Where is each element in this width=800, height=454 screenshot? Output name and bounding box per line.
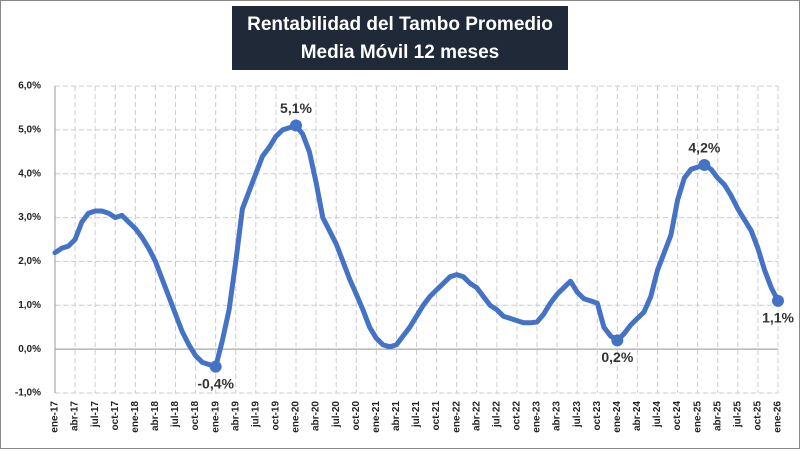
x-tick-label: abr-23	[552, 401, 563, 431]
x-tick-label: ene-24	[612, 401, 623, 433]
value-label: 0,2%	[601, 349, 633, 365]
value-label: 1,1%	[762, 310, 794, 326]
x-tick-label: jul-21	[411, 401, 422, 429]
x-tick-label: oct-24	[672, 401, 683, 431]
x-tick-label: jul-18	[170, 401, 181, 429]
x-tick-label: oct-21	[431, 401, 442, 431]
x-tick-label: oct-23	[592, 401, 603, 431]
y-tick-label: 3,0%	[18, 212, 41, 223]
x-tick-label: jul-19	[250, 401, 261, 429]
x-tick-label: jul-22	[491, 401, 502, 429]
point-marker	[698, 158, 711, 171]
x-tick-label: oct-25	[753, 401, 764, 431]
value-label: 5,1%	[280, 100, 312, 116]
y-tick-label: 6,0%	[18, 81, 41, 92]
point-marker	[611, 334, 624, 347]
x-tick-label: abr-24	[632, 401, 643, 431]
x-tick-label: ene-22	[451, 401, 462, 433]
chart-title: Rentabilidad del Tambo Promedio	[247, 14, 553, 35]
series-line	[52, 123, 781, 370]
x-tick-label: ene-25	[692, 401, 703, 433]
x-tick-label: jul-20	[331, 401, 342, 429]
y-tick-label: -1,0%	[15, 388, 41, 399]
title-box	[232, 6, 568, 70]
y-tick-label: 4,0%	[18, 168, 41, 179]
x-tick-label: abr-20	[311, 401, 322, 431]
x-tick-label: abr-17	[70, 401, 81, 431]
x-tick-label: ene-18	[130, 401, 141, 433]
x-tick-label: abr-25	[712, 401, 723, 431]
x-tick-label: oct-19	[271, 401, 282, 431]
x-tick-label: jul-23	[572, 401, 583, 429]
x-tick-label: jul-24	[652, 401, 663, 429]
chart-subtitle: Media Móvil 12 meses	[301, 42, 500, 63]
y-tick-label: 2,0%	[18, 256, 41, 267]
x-tick-label: ene-20	[291, 401, 302, 433]
x-tick-label: ene-21	[371, 401, 382, 433]
point-marker	[209, 360, 222, 373]
value-label: -0,4%	[197, 375, 234, 391]
x-tick-label: oct-20	[351, 401, 362, 431]
point-marker	[772, 294, 784, 307]
point-marker	[290, 119, 302, 132]
y-tick-label: 0,0%	[18, 344, 41, 355]
x-tick-label: jul-17	[90, 401, 101, 429]
x-tick-label: abr-18	[150, 401, 161, 431]
x-tick-label: jul-25	[732, 401, 743, 429]
x-tick-label: ene-26	[773, 401, 784, 433]
x-tick-label: ene-17	[50, 401, 61, 433]
x-tick-label: oct-17	[110, 401, 121, 431]
y-tick-label: 5,0%	[18, 124, 41, 135]
x-tick-label: oct-18	[190, 401, 201, 431]
y-tick-label: 1,0%	[18, 300, 41, 311]
x-tick-label: oct-22	[512, 401, 523, 431]
x-tick-label: ene-23	[532, 401, 543, 433]
x-tick-label: ene-19	[210, 401, 221, 433]
x-tick-label: abr-21	[391, 401, 402, 431]
x-tick-label: abr-19	[230, 401, 241, 431]
x-tick-label: abr-22	[471, 401, 482, 431]
value-label: 4,2%	[688, 140, 720, 156]
